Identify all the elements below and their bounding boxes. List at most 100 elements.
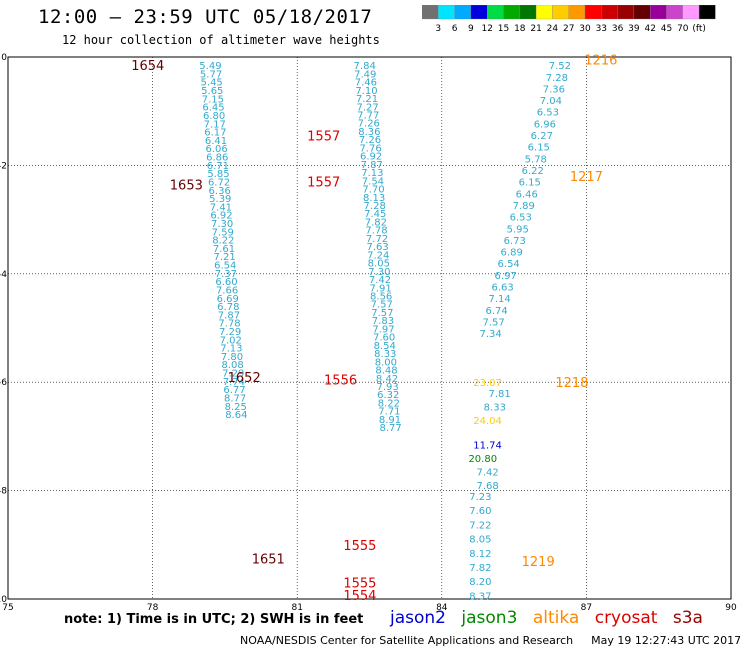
swh-value: 6.53 — [537, 108, 559, 119]
swh-value: 8.20 — [469, 577, 491, 588]
pass-number-label: 1216 — [584, 54, 617, 69]
swh-value: 8.13 — [363, 193, 385, 204]
swh-value: 7.82 — [365, 217, 387, 228]
map-frame — [7, 56, 732, 600]
colorbar-label: 18 — [514, 24, 526, 34]
swh-value: 7.57 — [371, 300, 393, 311]
y-tick-label: -6 — [0, 378, 7, 388]
swh-value: 6.92 — [210, 211, 232, 222]
swh-value: 6.45 — [202, 103, 224, 114]
swh-value: 7.42 — [369, 275, 391, 286]
swh-value: 8.37 — [469, 591, 491, 602]
swh-value: 8.05 — [469, 535, 491, 546]
swh-value: 6.63 — [492, 283, 514, 294]
swh-value: 7.89 — [513, 201, 535, 212]
swh-value: 8.33 — [374, 349, 396, 360]
colorbar-label: 24 — [547, 24, 559, 34]
colorbar-label: 3 — [435, 24, 441, 34]
swh-value: 7.60 — [373, 333, 395, 344]
swh-value: 7.29 — [222, 369, 244, 380]
swh-value: 7.72 — [366, 234, 388, 245]
swh-value: 7.30 — [211, 219, 233, 230]
satellite-legend: jason2 jason3 altika cryosat s3a — [390, 608, 713, 628]
altimeter-map: 75 78 81 84 87 90 0 -2 -4 -6 -8 -10 5.495.775.455.65… — [0, 53, 737, 610]
colorbar-label: 39 — [628, 24, 640, 34]
swh-value: 8.48 — [375, 366, 397, 377]
swh-value: 5.49 — [199, 61, 221, 72]
swh-value: 6.54 — [214, 261, 236, 272]
swh-value: 6.54 — [498, 259, 520, 270]
swh-value: 7.91 — [369, 283, 391, 294]
swh-value: 7.23 — [469, 492, 491, 503]
swh-value: 7.45 — [364, 209, 386, 220]
swh-value: 7.70 — [362, 185, 384, 196]
swh-value-highlight: 8.33 — [484, 403, 506, 414]
colorbar-label: 33 — [596, 24, 607, 34]
timestamp-text: May 19 12:27:43 UTC 2017 — [591, 634, 740, 647]
swh-value-highlight: 24.04 — [473, 416, 502, 427]
swh-value: 7.46 — [355, 78, 377, 89]
swh-value: 7.84 — [354, 61, 376, 72]
swh-value: 7.30 — [368, 267, 390, 278]
swh-value: 5.95 — [507, 224, 529, 235]
swh-value-highlight: 7.42 — [476, 468, 498, 479]
legend-altika: altika — [532, 608, 580, 628]
y-tick-label: 0 — [1, 53, 7, 63]
colorbar-label: 36 — [612, 24, 624, 34]
swh-value: 7.49 — [354, 69, 376, 80]
swh-value: 7.34 — [479, 329, 501, 340]
swh-value: 8.22 — [212, 236, 234, 247]
swh-value: 7.41 — [210, 202, 232, 213]
swh-value: 7.52 — [549, 61, 571, 72]
y-tick-label: -8 — [0, 487, 7, 497]
swh-value: 7.29 — [219, 327, 241, 338]
swh-value-highlight: 23.07 — [473, 378, 502, 389]
x-tick-label: 78 — [147, 603, 159, 610]
swh-value-highlight: 11.74 — [473, 441, 502, 452]
pass-number-label: 1556 — [324, 373, 357, 388]
swh-value: 6.17 — [204, 128, 226, 139]
swh-value: 7.15 — [202, 94, 224, 105]
swh-value: 8.56 — [370, 292, 392, 303]
swh-value: 7.80 — [221, 352, 243, 363]
swh-value: 6.86 — [206, 153, 228, 164]
swh-value: 5.39 — [209, 194, 231, 205]
swh-value: 6.71 — [207, 161, 229, 172]
pass-number-label: 1652 — [228, 371, 261, 386]
swh-value: 7.66 — [216, 285, 238, 296]
swh-value: 7.36 — [543, 84, 565, 95]
swh-value: 7.28 — [546, 73, 568, 84]
swh-value-highlight: 7.81 — [489, 389, 511, 400]
pass-number-label: 1217 — [570, 170, 603, 185]
swh-value: 6.41 — [205, 136, 227, 147]
colorbar-label: 30 — [579, 24, 591, 34]
swh-value: 8.77 — [224, 393, 246, 404]
swh-value: 6.72 — [208, 177, 230, 188]
colorbar-label: 12 — [481, 24, 492, 34]
swh-value: 7.26 — [358, 119, 380, 130]
swh-value: 6.06 — [205, 144, 227, 155]
swh-value: 8.25 — [225, 402, 247, 413]
pass-number-label: 1555 — [343, 577, 376, 592]
swh-value: 7.54 — [362, 176, 384, 187]
swh-value: 7.61 — [213, 244, 235, 255]
pass-number-label: 1557 — [307, 130, 340, 145]
colorbar-label: 9 — [468, 24, 474, 34]
swh-value: 7.04 — [540, 96, 562, 107]
swh-value: 6.32 — [377, 390, 399, 401]
legend-cryosat: cryosat — [594, 608, 658, 628]
swh-value: 7.60 — [469, 506, 491, 517]
swh-value: 7.17 — [204, 119, 226, 130]
swh-value: 7.57 — [371, 308, 393, 319]
pass-number-label: 1555 — [343, 539, 376, 554]
swh-value: 7.63 — [367, 242, 389, 253]
swh-value: 7.24 — [367, 250, 389, 261]
pass-number-label: 1219 — [522, 555, 555, 570]
swh-value: 7.28 — [364, 201, 386, 212]
colorbar-swatch — [698, 5, 716, 20]
swh-value: 8.91 — [379, 415, 401, 426]
swh-value: 8.08 — [222, 360, 244, 371]
credit-text: NOAA/NESDIS Center for Satellite Applica… — [240, 634, 574, 647]
swh-value: 6.15 — [528, 143, 550, 154]
swh-value: 8.42 — [376, 374, 398, 385]
